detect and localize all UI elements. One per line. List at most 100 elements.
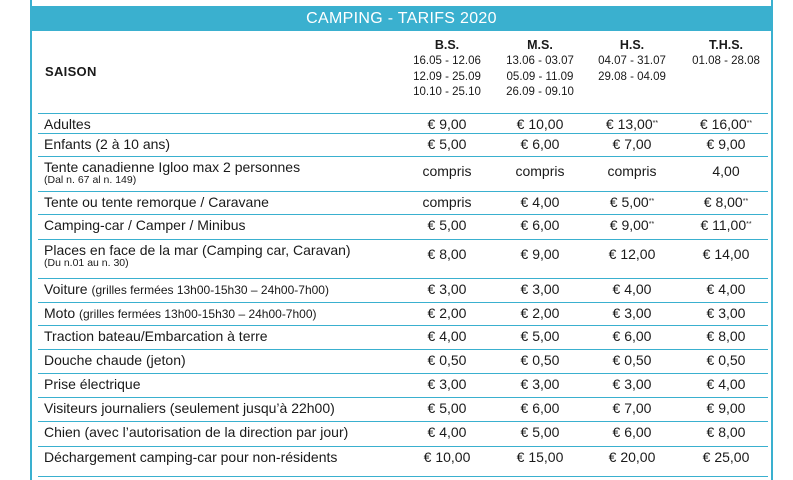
price-cell: € 16,00** — [699, 116, 753, 132]
price-cell: € 2,00 — [427, 305, 467, 321]
price-cell: € 3,00 — [520, 376, 560, 392]
row-label-note: (grilles fermées 13h00-15h30 – 24h00-7h0… — [79, 307, 317, 321]
row-label-note: (grilles fermées 13h00-15h30 – 24h00-7h0… — [91, 283, 329, 297]
price-cell: € 0,50 — [612, 352, 652, 368]
row-label: Chien (avec l’autorisation de la directi… — [44, 424, 349, 440]
price-cell: 4,00 — [712, 163, 740, 179]
price-cell: € 8,00 — [706, 328, 746, 344]
footnote-mark: ** — [648, 221, 655, 228]
season-code: B.S. — [434, 38, 460, 52]
price-cell: € 20,00 — [608, 449, 656, 465]
price-cell: € 4,00 — [520, 194, 560, 210]
price-cell: € 5,00** — [609, 194, 655, 210]
season-header-bs: B.S. 16.05 - 12.06 12.09 - 25.09 10.10 - 25… — [397, 36, 497, 101]
price-cell: € 9,00** — [609, 217, 655, 233]
price-cell: € 4,00 — [427, 424, 467, 440]
price-cell: € 11,00** — [700, 217, 752, 233]
table-row: Prise électrique € 3,00 € 3,00 € 3,00 € 4,00 — [38, 373, 768, 398]
price-cell: € 14,00 — [702, 246, 750, 262]
row-label: Déchargement camping-car pour non-réside… — [44, 449, 338, 465]
price-cell: € 5,00 — [427, 136, 467, 152]
page-title: CAMPING - TARIFS 2020 — [30, 6, 773, 31]
season-header-ms: M.S. 13.06 - 03.07 05.09 - 11.09 26.09 - 09… — [490, 36, 590, 101]
footnote-mark: ** — [742, 198, 749, 205]
price-cell: € 3,00 — [706, 305, 746, 321]
price-cell: € 5,00 — [427, 400, 467, 416]
price-cell: € 9,00 — [706, 136, 746, 152]
price-cell: € 6,00 — [612, 328, 652, 344]
row-label: Prise électrique — [44, 376, 141, 392]
price-cell: € 15,00 — [516, 449, 564, 465]
season-header-hs: H.S. 04.07 - 31.07 29.08 - 04.09 — [582, 36, 682, 85]
price-cell: € 6,00 — [520, 217, 560, 233]
price-cell: € 6,00 — [520, 136, 560, 152]
price-cell: € 3,00 — [520, 281, 560, 297]
table-row: Tente ou tente remorque / Caravane compri… — [38, 191, 768, 215]
table-row: Voiture (grilles fermées 13h00-15h30 – 2… — [38, 278, 768, 303]
row-label: Moto (grilles fermées 13h00-15h30 – 24h0… — [44, 305, 317, 321]
price-cell: € 13,00** — [605, 116, 659, 132]
footnote-mark: ** — [746, 221, 752, 228]
price-cell: € 8,00** — [703, 194, 749, 210]
table-row: Traction bateau/Embarcation à terre € 4,0… — [38, 325, 768, 350]
table-row: Camping-car / Camper / Minibus € 5,00 € 6,… — [38, 214, 768, 240]
price-cell: € 0,50 — [520, 352, 560, 368]
row-label: Visiteurs journaliers (seulement jusqu’à… — [44, 400, 335, 416]
price-cell: € 7,00 — [612, 400, 652, 416]
row-label: Voiture (grilles fermées 13h00-15h30 – 2… — [44, 281, 329, 297]
price-cell: € 3,00 — [612, 305, 652, 321]
season-date-range: 26.09 - 09.10 — [506, 86, 574, 98]
season-code: M.S. — [527, 38, 553, 52]
price-cell: € 10,00 — [423, 449, 471, 465]
price-cell: € 2,00 — [520, 305, 560, 321]
season-code: T.H.S. — [708, 38, 744, 52]
row-label: Enfants (2 à 10 ans) — [44, 136, 171, 152]
price-cell: compris — [422, 163, 472, 179]
row-label: Camping-car / Camper / Minibus — [44, 217, 246, 233]
price-cell: € 3,00 — [427, 376, 467, 392]
row-label: Traction bateau/Embarcation à terre — [44, 328, 268, 344]
price-cell: € 4,00 — [706, 376, 746, 392]
price-cell: € 8,00 — [427, 246, 467, 262]
price-cell: € 6,00 — [612, 424, 652, 440]
price-cell: € 9,00 — [520, 246, 560, 262]
season-date-range: 04.07 - 31.07 — [598, 55, 666, 67]
table-row: Chien (avec l’autorisation de la directi… — [38, 421, 768, 447]
row-sublabel: (Dal n. 67 al n. 149) — [44, 174, 137, 186]
season-date-range: 29.08 - 04.09 — [598, 70, 666, 83]
price-cell: € 10,00 — [516, 116, 564, 132]
price-cell: € 8,00 — [706, 424, 746, 440]
season-date-range: 10.10 - 25.10 — [413, 86, 481, 98]
price-cell: compris — [607, 163, 657, 179]
season-date-range: 16.05 - 12.06 — [413, 55, 481, 67]
season-date-range: 12.09 - 25.09 — [413, 70, 481, 83]
table-row: Adultes € 9,00 € 10,00 € 13,00** € 16,00** — [38, 113, 768, 134]
row-label: Places en face de la mar (Camping car, C… — [44, 242, 351, 269]
price-cell: € 6,00 — [520, 400, 560, 416]
price-cell: € 5,00 — [427, 217, 467, 233]
saison-label: SAISON — [45, 64, 97, 79]
price-cell: compris — [515, 163, 565, 179]
table-bottom-rule — [38, 476, 768, 477]
row-sublabel: (Du n.01 au n. 30) — [44, 257, 129, 269]
price-cell: € 12,00 — [608, 246, 656, 262]
price-cell: € 9,00 — [427, 116, 467, 132]
season-code: H.S. — [619, 38, 645, 52]
price-cell: € 5,00 — [520, 424, 560, 440]
season-header-ths: T.H.S. 01.08 - 28.08 — [676, 36, 776, 70]
footnote-mark: ** — [652, 120, 659, 127]
table-row: Douche chaude (jeton) € 0,50 € 0,50 € 0,50 €… — [38, 349, 768, 374]
table-frame — [30, 0, 773, 480]
table-row: Visiteurs journaliers (seulement jusqu’à… — [38, 397, 768, 422]
price-cell: € 9,00 — [706, 400, 746, 416]
footnote-mark: ** — [648, 198, 655, 205]
price-cell: € 3,00 — [612, 376, 652, 392]
table-row: Tente canadienne Igloo max 2 personnes (D… — [38, 156, 768, 192]
price-cell: compris — [422, 194, 472, 210]
price-cell: € 0,50 — [706, 352, 746, 368]
table-row: Moto (grilles fermées 13h00-15h30 – 24h0… — [38, 302, 768, 326]
price-cell: € 4,00 — [706, 281, 746, 297]
price-cell: € 5,00 — [520, 328, 560, 344]
price-cell: € 4,00 — [427, 328, 467, 344]
price-cell: € 7,00 — [612, 136, 652, 152]
